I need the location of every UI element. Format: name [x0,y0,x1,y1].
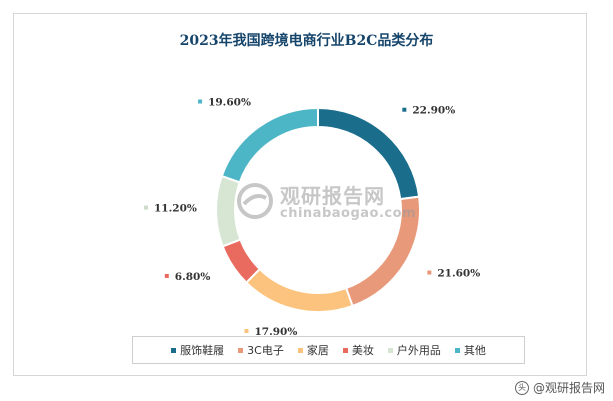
legend-label: 家居 [306,344,329,357]
watermark-url: chinabaogao.com [280,206,417,221]
data-label-5: 11.20% [154,203,197,215]
footer-logo-icon: 头 [514,380,529,395]
legend-label: 户外用品 [396,344,441,357]
label-marker-1 [402,107,407,112]
footer-watermark: 头 @观研报告网 [514,379,605,396]
label-marker-6 [198,99,203,104]
legend-swatch [297,347,303,353]
slice-3 [244,267,354,313]
label-marker-2 [427,270,432,275]
legend-swatch [238,347,244,353]
legend-swatch [454,347,460,353]
legend-item-1: 服饰鞋履 [171,342,224,358]
label-marker-4 [164,273,169,278]
legend-item-4: 美妆 [342,342,374,358]
legend-swatch [171,347,177,353]
label-marker-5 [144,205,149,210]
legend-item-6: 其他 [454,342,486,358]
legend-item-5: 户外用品 [387,342,441,358]
legend-swatch [387,347,393,353]
footer-text: @观研报告网 [532,381,605,395]
legend-label: 美妆 [351,344,374,357]
chart-legend: 服饰鞋履 3C电子 家居 美妆 户外用品 其他 [132,336,525,364]
slice-6 [220,106,319,184]
chart-frame [13,13,587,376]
legend-label: 服饰鞋履 [180,344,225,357]
label-marker-3 [244,329,249,334]
data-label-1: 22.90% [412,105,455,117]
watermark-logo: 观研报告网 chinabaogao.com [236,178,416,228]
data-label-3: 17.90% [254,326,297,338]
data-label-2: 21.60% [437,268,480,280]
legend-item-3: 家居 [297,342,329,358]
legend-label: 其他 [463,344,486,357]
legend-item-2: 3C电子 [238,342,284,358]
watermark-icon [237,183,273,219]
data-label-6: 19.60% [208,97,251,109]
legend-swatch [342,347,348,353]
chart-title: 2023年我国跨境电商行业B2C品类分布 [179,33,434,49]
data-label-4: 6.80% [175,271,211,283]
legend-label: 3C电子 [247,344,284,357]
watermark-name: 观研报告网 [280,184,385,208]
